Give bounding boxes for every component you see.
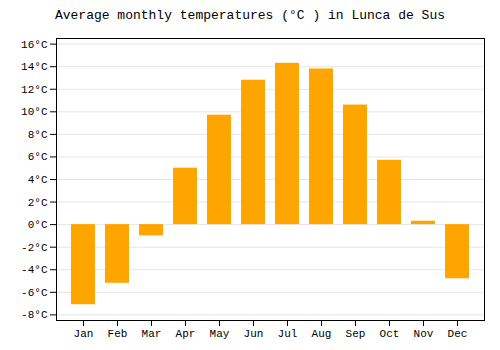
svg-text:6°C: 6°C [28,151,48,163]
svg-text:10°C: 10°C [21,106,48,118]
svg-text:12°C: 12°C [21,84,48,96]
svg-text:Mar: Mar [142,328,162,340]
svg-text:Sep: Sep [346,328,366,340]
svg-text:16°C: 16°C [21,39,48,51]
svg-text:May: May [210,328,230,340]
svg-text:4°C: 4°C [28,174,48,186]
html-text:Average monthly temperatures (: Average monthly temperatures (°C ) in Lu… [55,8,445,23]
svg-text:-4°C: -4°C [21,264,48,276]
svg-text:Jul: Jul [278,328,298,340]
svg-text:8°C: 8°C [28,129,48,141]
svg-text:Nov: Nov [414,328,434,340]
svg-text:Jun: Jun [244,328,264,340]
svg-text:14°C: 14°C [21,61,48,73]
svg-text:2°C: 2°C [28,197,48,209]
svg-text:-2°C: -2°C [21,242,48,254]
svg-text:Feb: Feb [108,328,128,340]
svg-text:0°C: 0°C [28,219,48,231]
svg-text:Oct: Oct [380,328,400,340]
svg-text:-6°C: -6°C [21,287,48,299]
svg-text:Aug: Aug [312,328,332,340]
svg-text:Dec: Dec [448,328,468,340]
svg-text:Jan: Jan [74,328,94,340]
svg-text:Apr: Apr [176,328,196,340]
svg-text:-8°C: -8°C [21,309,48,321]
